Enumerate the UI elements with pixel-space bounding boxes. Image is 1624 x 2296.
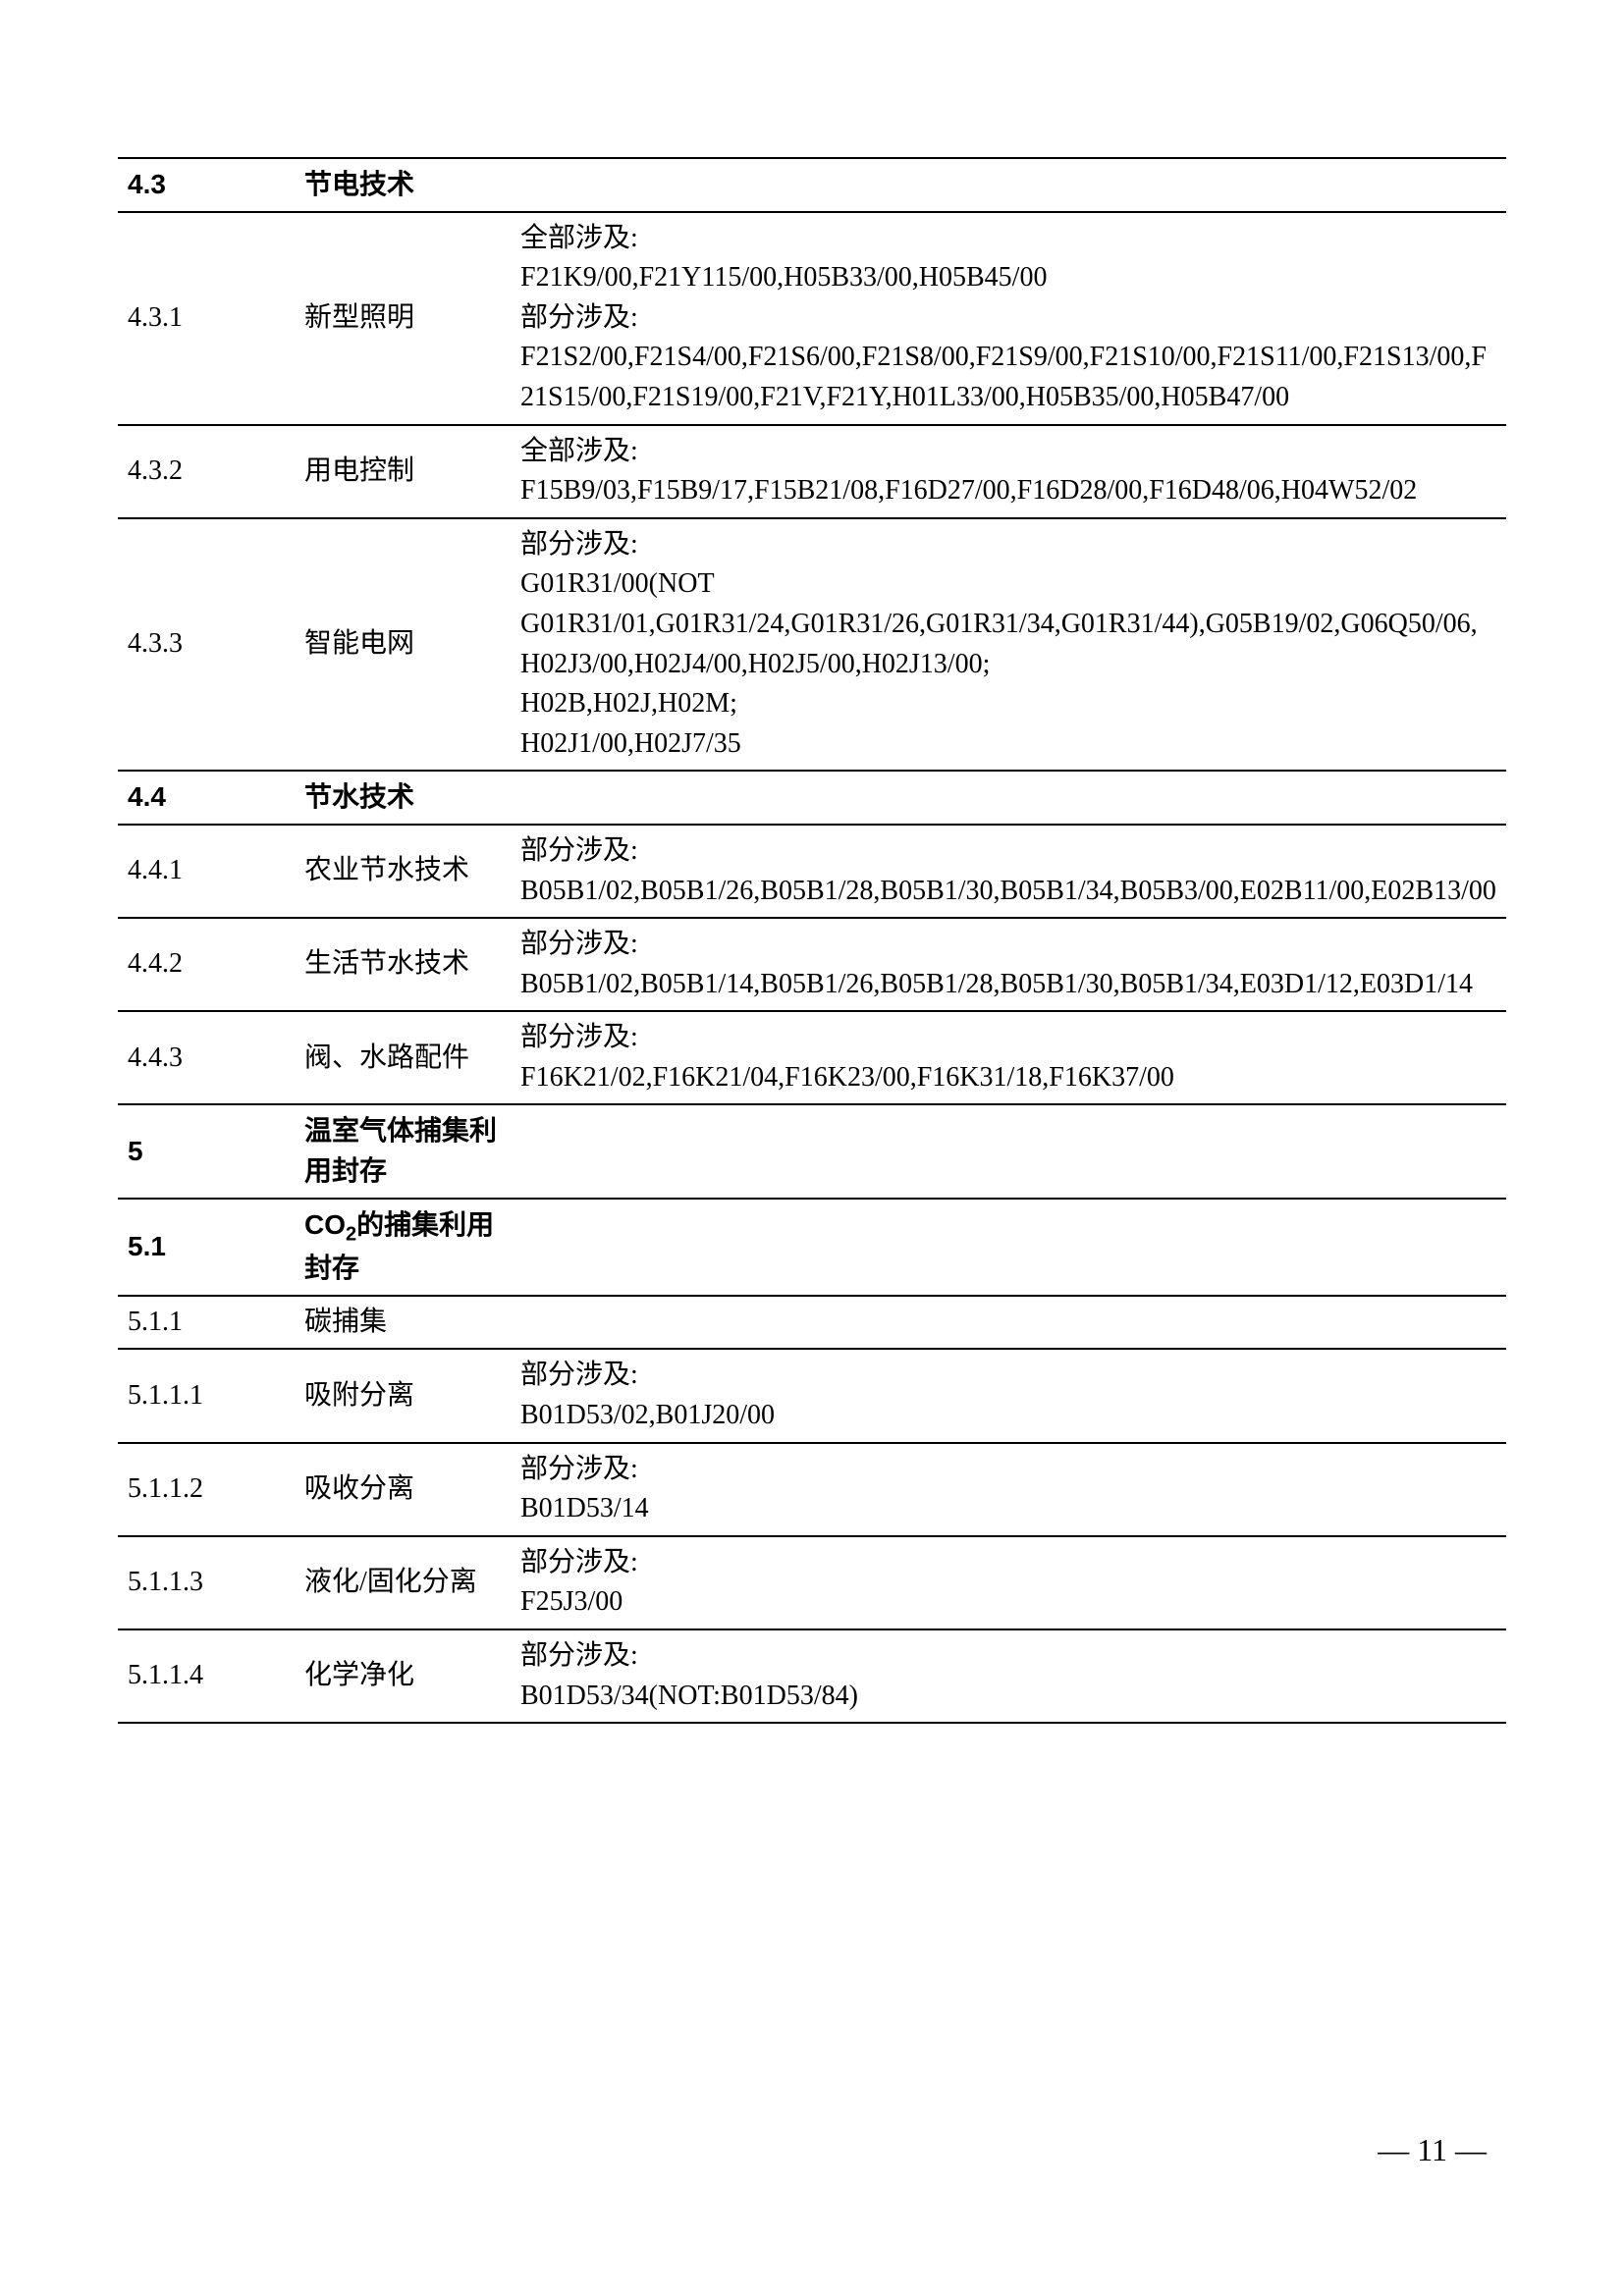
code-cell: 4.4 [118,771,295,825]
detail-cell [511,158,1506,212]
table-row: 5.1.1碳捕集 [118,1296,1506,1350]
detail-cell [511,771,1506,825]
detail-cell [511,1296,1506,1350]
table-row: 4.3节电技术 [118,158,1506,212]
table-row: 5.1.1.4化学净化部分涉及:B01D53/34(NOT:B01D53/84) [118,1629,1506,1723]
table-row: 5.1.1.3液化/固化分离部分涉及:F25J3/00 [118,1536,1506,1629]
name-cell: 温室气体捕集利用封存 [295,1104,511,1198]
table-row: 4.4.3阀、水路配件部分涉及:F16K21/02,F16K21/04,F16K… [118,1011,1506,1104]
detail-cell: 部分涉及:B05B1/02,B05B1/26,B05B1/28,B05B1/30… [511,825,1506,918]
code-cell: 4.3.1 [118,212,295,425]
name-cell: 生活节水技术 [295,918,511,1011]
code-cell: 4.3 [118,158,295,212]
name-cell: 节水技术 [295,771,511,825]
code-cell: 5.1 [118,1199,295,1296]
detail-cell: 部分涉及:F16K21/02,F16K21/04,F16K23/00,F16K3… [511,1011,1506,1104]
name-cell: 化学净化 [295,1629,511,1723]
name-cell: 智能电网 [295,518,511,772]
table-row: 4.4.2生活节水技术部分涉及:B05B1/02,B05B1/14,B05B1/… [118,918,1506,1011]
code-cell: 4.4.2 [118,918,295,1011]
detail-cell [511,1199,1506,1296]
code-cell: 4.4.3 [118,1011,295,1104]
detail-cell: 全部涉及:F15B9/03,F15B9/17,F15B21/08,F16D27/… [511,425,1506,518]
name-cell: 碳捕集 [295,1296,511,1350]
detail-cell: 全部涉及:F21K9/00,F21Y115/00,H05B33/00,H05B4… [511,212,1506,425]
classification-table: 4.3节电技术4.3.1新型照明全部涉及:F21K9/00,F21Y115/00… [118,157,1506,1724]
name-cell: 液化/固化分离 [295,1536,511,1629]
table-row: 5.1CO2的捕集利用封存 [118,1199,1506,1296]
code-cell: 5.1.1.3 [118,1536,295,1629]
name-cell: 吸收分离 [295,1443,511,1536]
name-cell: 吸附分离 [295,1349,511,1442]
detail-cell: 部分涉及:B01D53/02,B01J20/00 [511,1349,1506,1442]
table-body: 4.3节电技术4.3.1新型照明全部涉及:F21K9/00,F21Y115/00… [118,158,1506,1723]
detail-cell: 部分涉及:B05B1/02,B05B1/14,B05B1/26,B05B1/28… [511,918,1506,1011]
name-cell: 农业节水技术 [295,825,511,918]
name-cell: 新型照明 [295,212,511,425]
detail-cell: 部分涉及:F25J3/00 [511,1536,1506,1629]
detail-cell: 部分涉及:B01D53/14 [511,1443,1506,1536]
code-cell: 4.4.1 [118,825,295,918]
code-cell: 5.1.1.2 [118,1443,295,1536]
table-row: 5.1.1.1吸附分离部分涉及:B01D53/02,B01J20/00 [118,1349,1506,1442]
detail-cell: 部分涉及:G01R31/00(NOTG01R31/01,G01R31/24,G0… [511,518,1506,772]
page-number: — 11 — [1378,2132,1487,2168]
detail-cell [511,1104,1506,1198]
name-cell: 节电技术 [295,158,511,212]
code-cell: 4.3.3 [118,518,295,772]
name-cell: 用电控制 [295,425,511,518]
table-row: 4.3.1新型照明全部涉及:F21K9/00,F21Y115/00,H05B33… [118,212,1506,425]
code-cell: 5 [118,1104,295,1198]
name-cell: 阀、水路配件 [295,1011,511,1104]
name-cell: CO2的捕集利用封存 [295,1199,511,1296]
table-row: 4.4.1农业节水技术部分涉及:B05B1/02,B05B1/26,B05B1/… [118,825,1506,918]
detail-cell: 部分涉及:B01D53/34(NOT:B01D53/84) [511,1629,1506,1723]
table-row: 5.1.1.2吸收分离部分涉及:B01D53/14 [118,1443,1506,1536]
table-row: 4.3.2用电控制全部涉及:F15B9/03,F15B9/17,F15B21/0… [118,425,1506,518]
code-cell: 5.1.1.1 [118,1349,295,1442]
table-row: 4.4节水技术 [118,771,1506,825]
table-row: 4.3.3智能电网部分涉及:G01R31/00(NOTG01R31/01,G01… [118,518,1506,772]
code-cell: 5.1.1 [118,1296,295,1350]
code-cell: 4.3.2 [118,425,295,518]
code-cell: 5.1.1.4 [118,1629,295,1723]
table-row: 5温室气体捕集利用封存 [118,1104,1506,1198]
